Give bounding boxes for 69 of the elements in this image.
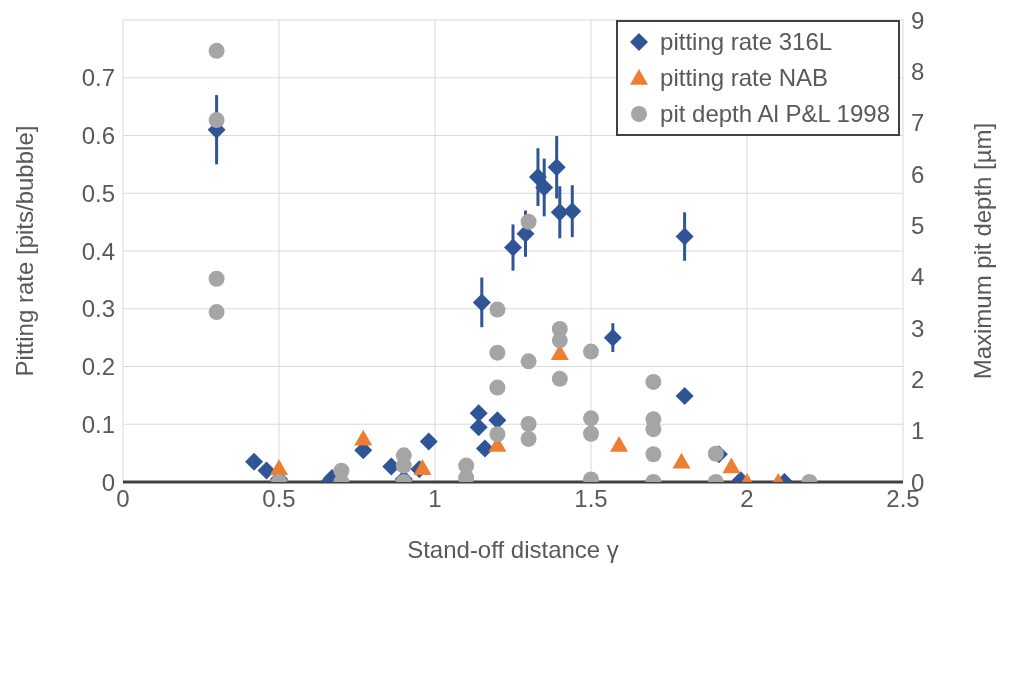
point bbox=[472, 293, 491, 312]
point bbox=[257, 461, 276, 480]
y2-tick-label: 1 bbox=[911, 417, 925, 445]
y-tick-label: 0.2 bbox=[81, 353, 115, 381]
point bbox=[354, 429, 373, 446]
point bbox=[583, 425, 599, 442]
x-axis-title: Stand-off distance γ bbox=[407, 536, 619, 563]
y-tick-label: 0.1 bbox=[81, 410, 115, 438]
point bbox=[419, 432, 438, 451]
point bbox=[583, 410, 599, 427]
point bbox=[550, 203, 569, 222]
x-tick-label: 0.5 bbox=[262, 485, 296, 513]
point bbox=[413, 459, 432, 475]
point bbox=[208, 112, 225, 129]
point bbox=[520, 353, 537, 370]
point bbox=[610, 436, 629, 452]
point bbox=[535, 178, 554, 197]
point bbox=[722, 457, 741, 474]
point bbox=[645, 446, 662, 463]
point bbox=[528, 168, 547, 187]
point bbox=[672, 452, 691, 469]
point bbox=[707, 445, 724, 462]
y2-tick-label: 6 bbox=[911, 160, 925, 188]
point bbox=[469, 418, 488, 437]
point bbox=[547, 158, 566, 177]
x-tick-label: 2 bbox=[740, 485, 754, 513]
point bbox=[489, 426, 506, 443]
y2-tick-label: 4 bbox=[911, 263, 925, 291]
point bbox=[469, 404, 488, 423]
y-tick-label: 0.5 bbox=[81, 179, 115, 207]
legend-label: pitting rate 316L bbox=[660, 28, 833, 56]
point bbox=[208, 304, 225, 321]
x-tick-label: 1 bbox=[428, 485, 442, 513]
point bbox=[563, 202, 582, 221]
point bbox=[208, 42, 225, 59]
y2-tick-label: 9 bbox=[911, 6, 925, 34]
legend-label: pitting rate NAB bbox=[660, 64, 829, 92]
point bbox=[520, 430, 537, 447]
point bbox=[551, 370, 568, 387]
point bbox=[504, 238, 522, 257]
y2-tick-label: 5 bbox=[911, 211, 925, 239]
point bbox=[270, 459, 288, 475]
point bbox=[645, 373, 662, 390]
point bbox=[489, 379, 506, 396]
point bbox=[520, 415, 537, 432]
point bbox=[475, 439, 494, 458]
x-tick-label: 1.5 bbox=[574, 485, 608, 513]
y-tick-label: 0.7 bbox=[81, 64, 115, 92]
point bbox=[675, 386, 694, 405]
point bbox=[675, 227, 694, 246]
y2-axis-title: Maximum pit depth [µm] bbox=[968, 122, 996, 380]
y2-tick-label: 3 bbox=[911, 314, 925, 342]
point bbox=[551, 332, 568, 349]
y-tick-label: 0 bbox=[101, 468, 115, 496]
y-tick-label: 0.4 bbox=[81, 237, 115, 265]
y-tick-label: 0.6 bbox=[81, 122, 115, 150]
y-axis-title: Pitting rate [pits/bubble] bbox=[10, 125, 38, 377]
y2-tick-label: 7 bbox=[911, 109, 925, 137]
point bbox=[520, 213, 537, 230]
point bbox=[208, 270, 225, 287]
point bbox=[603, 328, 622, 347]
point bbox=[245, 452, 264, 471]
point bbox=[583, 343, 599, 360]
point bbox=[489, 301, 506, 318]
y2-tick-label: 2 bbox=[911, 365, 925, 393]
point bbox=[489, 344, 506, 361]
y2-tick-label: 8 bbox=[911, 57, 925, 85]
legend-label: pit depth Al P&L 1998 bbox=[660, 100, 890, 128]
y-tick-label: 0.3 bbox=[81, 295, 115, 323]
